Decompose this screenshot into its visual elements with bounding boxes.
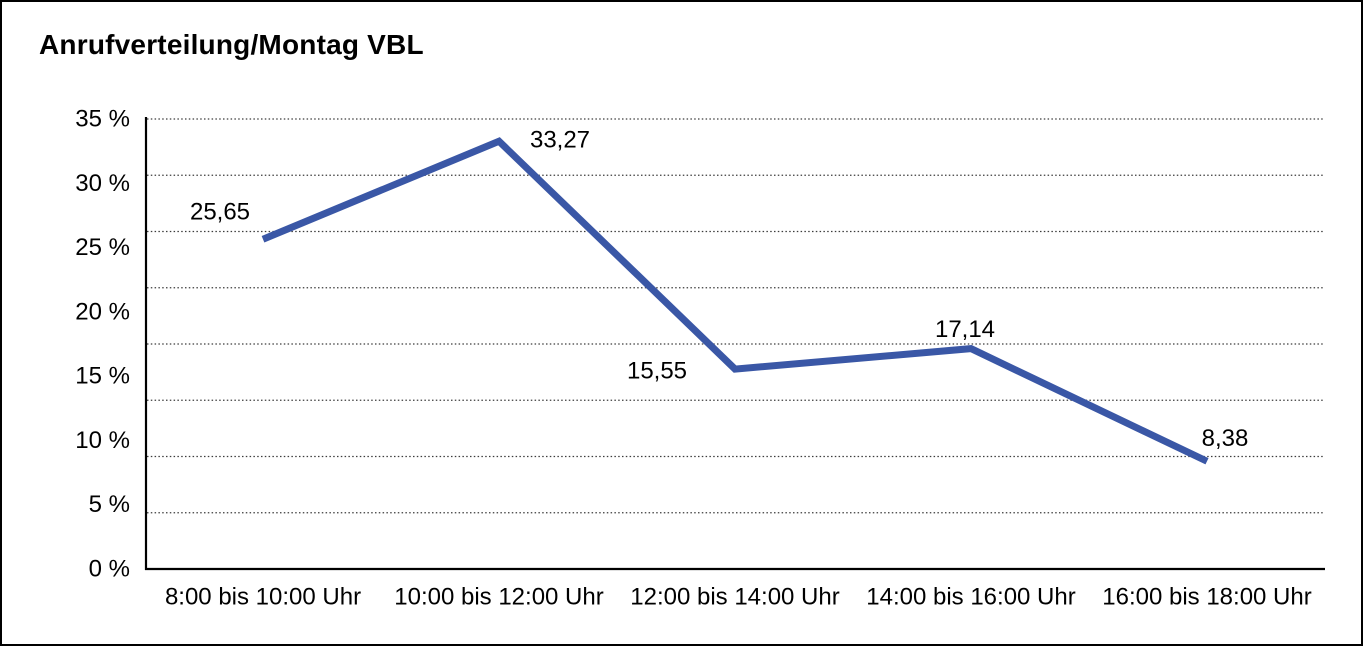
x-tick-label: 10:00 bis 12:00 Uhr [394,584,603,611]
data-point-label: 33,27 [530,127,590,154]
y-tick-label: 25 % [75,234,130,261]
data-point-label: 17,14 [935,316,995,343]
y-tick-label: 35 % [75,106,130,133]
x-tick-label: 12:00 bis 14:00 Uhr [630,584,839,611]
y-tick-label: 15 % [75,363,130,390]
series-line [261,137,1209,465]
y-tick-label: 10 % [75,427,130,454]
chart-title: Anrufverteilung/Montag VBL [39,29,424,60]
x-tick-label: 14:00 bis 16:00 Uhr [866,584,1075,611]
x-tick-label: 16:00 bis 18:00 Uhr [1102,584,1311,611]
data-point-label: 25,65 [190,199,250,226]
y-tick-label: 0 % [89,556,130,583]
data-point-label: 15,55 [627,358,687,385]
y-tick-label: 30 % [75,170,130,197]
y-tick-label: 20 % [75,298,130,325]
data-point-label: 8,38 [1202,425,1249,452]
x-tick-label: 8:00 bis 10:00 Uhr [165,584,361,611]
y-tick-label: 5 % [89,491,130,518]
